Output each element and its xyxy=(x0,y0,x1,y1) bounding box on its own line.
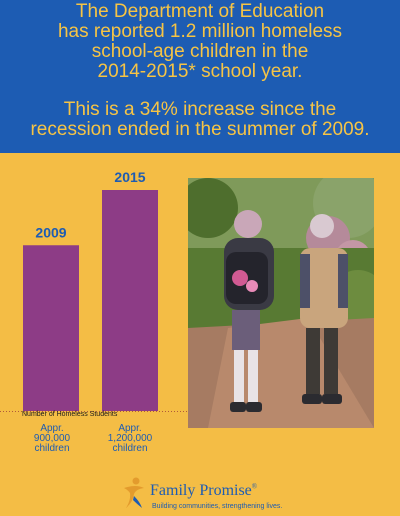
header-line-4: 2014-2015* school year. xyxy=(97,61,303,82)
bar-chart: 2009 2015 xyxy=(0,169,190,412)
bar-2015 xyxy=(102,190,158,411)
children-walking-photo xyxy=(188,178,374,428)
category-label-2009: Appr. 900,000 children xyxy=(33,423,71,454)
bar-2009 xyxy=(23,245,79,411)
family-promise-logo: Family Promise® Building communities, st… xyxy=(120,472,300,514)
category-label-2015: Appr. 1,200,000 children xyxy=(107,423,153,454)
person-logo-icon xyxy=(124,477,144,508)
header-line-2: has reported 1.2 million homeless xyxy=(57,21,343,42)
header-line-6: recession ended in the summer of 2009. xyxy=(30,119,370,140)
header-line-5: This is a 34% increase since the xyxy=(63,99,337,120)
header-line-1: The Department of Education xyxy=(75,1,325,22)
x-axis-label: Number of Homeless Students xyxy=(22,411,118,418)
bar-label-2015: 2015 xyxy=(114,169,145,185)
brand-tagline: Building communities, strengthening live… xyxy=(152,503,283,510)
brand-name: Family Promise® xyxy=(150,482,258,499)
header-line-3: school-age children in the xyxy=(91,41,309,62)
bar-label-2009: 2009 xyxy=(35,224,66,240)
header-banner: The Department of Education has reported… xyxy=(0,0,400,153)
